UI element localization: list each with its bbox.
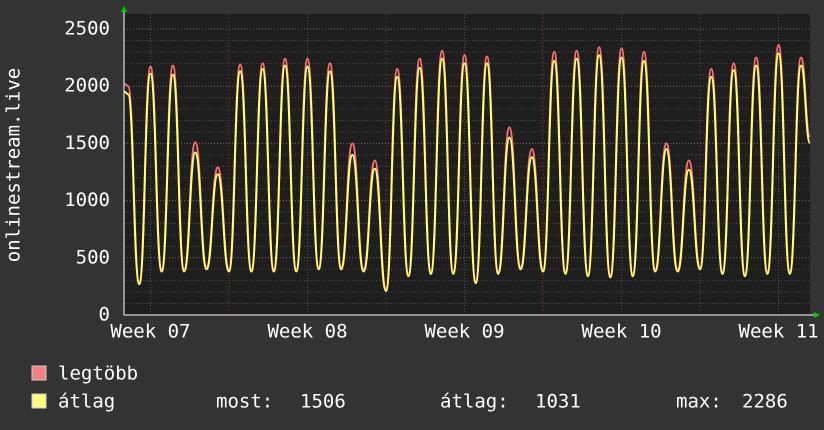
x-arrow xyxy=(814,312,820,318)
y-axis-label: onlinestream.live xyxy=(3,68,25,262)
x-tick-label: Week 08 xyxy=(267,321,347,343)
x-tick-label: Week 10 xyxy=(582,321,662,343)
y-arrow xyxy=(121,6,127,12)
y-tick-label: 500 xyxy=(76,246,110,268)
x-tick-label: Week 11 xyxy=(739,321,819,343)
y-tick-label: 1000 xyxy=(64,189,110,211)
x-tick-label: Week 09 xyxy=(424,321,504,343)
stat-value: 1031 xyxy=(535,391,581,413)
stat-value: 2286 xyxy=(742,391,788,413)
series-line xyxy=(124,52,811,292)
legend-label: legtöbb xyxy=(58,363,138,385)
legend-swatch xyxy=(31,393,47,409)
y-tick-label: 1500 xyxy=(64,132,110,154)
y-tick-label: 2000 xyxy=(64,75,110,97)
y-tick-label: 0 xyxy=(99,304,110,326)
legend-swatch xyxy=(31,365,47,381)
stat-label: átlag: xyxy=(440,391,509,413)
x-tick-label: Week 07 xyxy=(110,321,190,343)
stat-label: most: xyxy=(216,391,273,413)
y-tick-label: 2500 xyxy=(64,18,110,40)
stat-label: max: xyxy=(676,391,722,413)
stat-value: 1506 xyxy=(300,391,346,413)
legend-label: átlag xyxy=(58,391,115,413)
plot-area xyxy=(124,14,810,315)
